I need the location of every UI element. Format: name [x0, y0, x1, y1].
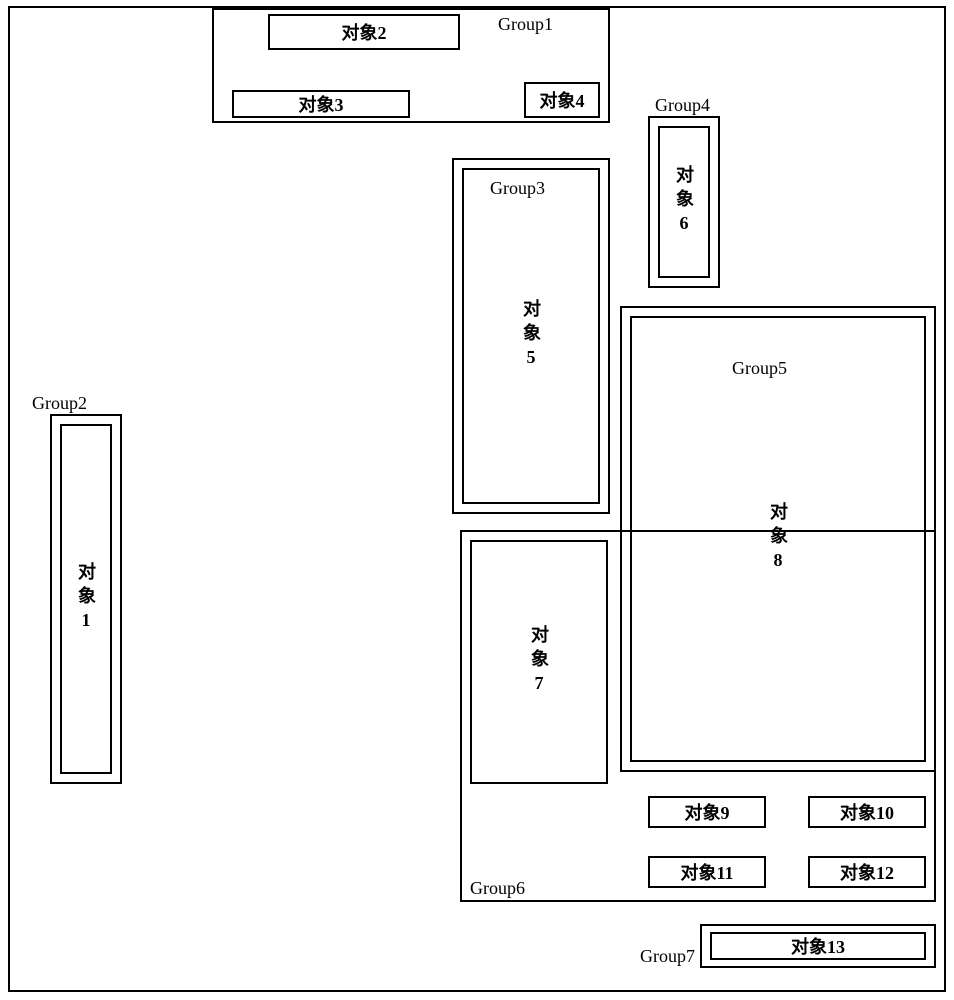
object-2: 对象2	[268, 14, 460, 50]
object-9: 对象9	[648, 796, 766, 828]
object-5: 对象5	[462, 168, 600, 504]
group-2-label: Group2	[32, 393, 87, 414]
object-6: 对象6	[658, 126, 710, 278]
object-13: 对象13	[710, 932, 926, 960]
object-7: 对象7	[470, 540, 608, 784]
object-8: 对象8	[630, 316, 926, 762]
group-4-label: Group4	[655, 95, 710, 116]
object-10: 对象10	[808, 796, 926, 828]
object-1: 对象1	[60, 424, 112, 774]
group-1-label: Group1	[498, 14, 553, 35]
group-7-label: Group7	[640, 946, 695, 967]
object-3: 对象3	[232, 90, 410, 118]
group-6-label: Group6	[470, 878, 525, 899]
object-4: 对象4	[524, 82, 600, 118]
object-11: 对象11	[648, 856, 766, 888]
object-12: 对象12	[808, 856, 926, 888]
